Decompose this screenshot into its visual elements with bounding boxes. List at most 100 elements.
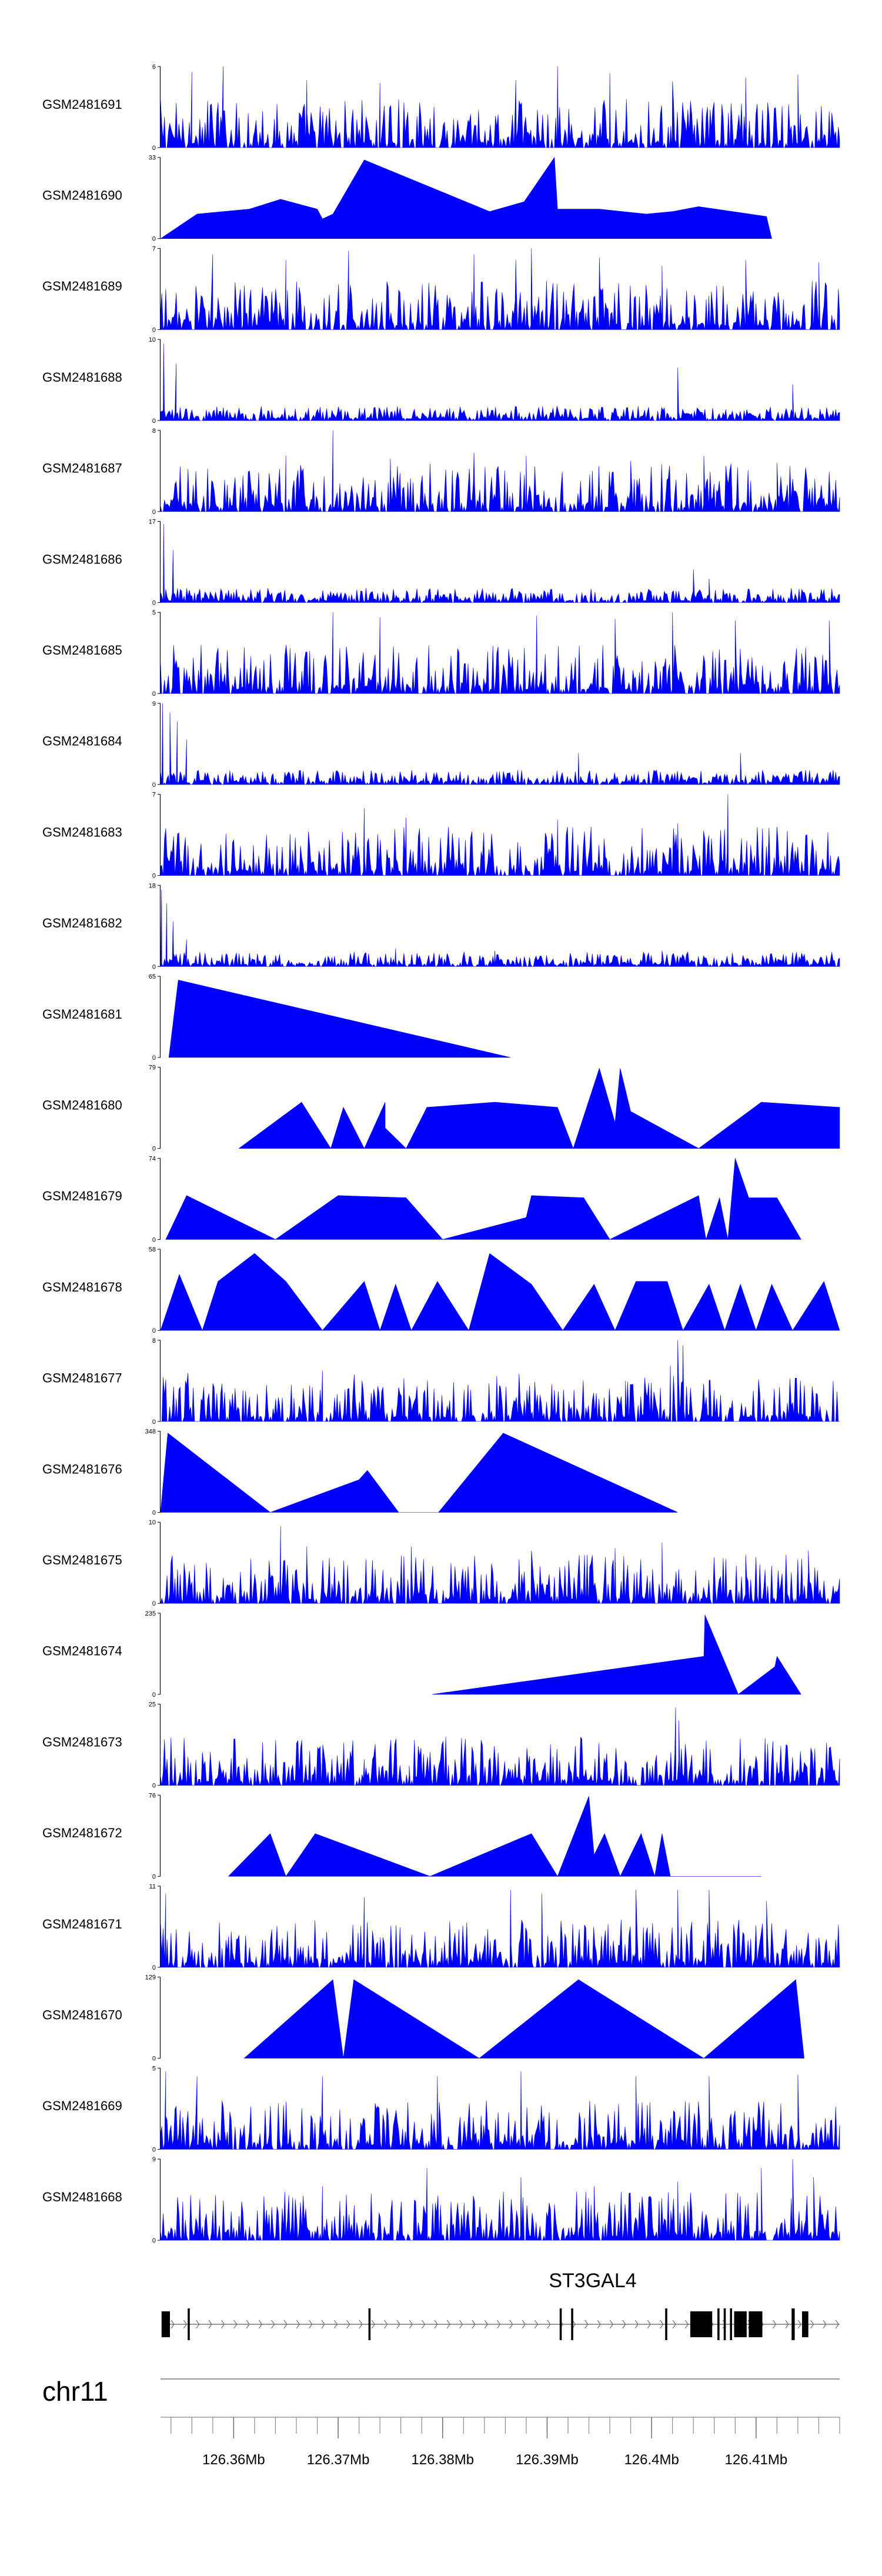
track-label: GSM2481689 <box>42 279 122 293</box>
coverage-area-GSM2481691 <box>160 66 840 149</box>
axis-tick-label: 126.41Mb <box>724 2452 787 2468</box>
y-zero-label: 0 <box>152 690 156 698</box>
coverage-area-GSM2481681 <box>168 980 511 1058</box>
track-GSM2481688: GSM2481688 10 0 <box>42 336 840 425</box>
y-max-label: 8 <box>152 428 156 435</box>
strand-arrow <box>534 2320 539 2329</box>
y-zero-label: 0 <box>152 1964 156 1971</box>
strand-arrow <box>196 2320 200 2329</box>
y-max-label: 8 <box>152 1337 156 1344</box>
coverage-area-GSM2481685 <box>160 612 840 695</box>
strand-arrow <box>321 2320 325 2329</box>
y-zero-label: 0 <box>152 509 156 516</box>
y-zero-label: 0 <box>152 1783 156 1790</box>
strand-arrow <box>422 2320 426 2329</box>
y-zero-label: 0 <box>152 963 156 970</box>
strand-arrow <box>396 2320 400 2329</box>
y-max-label: 25 <box>149 1701 156 1709</box>
track-GSM2481672: GSM2481672 76 0 <box>42 1792 761 1880</box>
track-label: GSM2481675 <box>42 1553 122 1567</box>
track-GSM2481675: GSM2481675 10 0 <box>42 1519 840 1607</box>
strand-arrow <box>208 2320 212 2329</box>
strand-arrow <box>309 2320 313 2329</box>
y-zero-label: 0 <box>152 326 156 333</box>
y-max-label: 65 <box>149 973 156 980</box>
exon <box>749 2311 763 2337</box>
track-label: GSM2481684 <box>42 734 122 749</box>
exon <box>717 2308 720 2340</box>
strand-arrow <box>823 2320 827 2329</box>
y-zero-label: 0 <box>152 1055 156 1062</box>
y-zero-label: 0 <box>152 1327 156 1334</box>
track-label: GSM2481672 <box>42 1826 122 1840</box>
track-label: GSM2481673 <box>42 1734 122 1749</box>
strand-arrow <box>472 2320 476 2329</box>
strand-arrow <box>271 2320 275 2329</box>
track-GSM2481682: GSM2481682 18 0 <box>42 882 840 970</box>
exon <box>559 2308 562 2340</box>
track-label: GSM2481678 <box>42 1280 122 1294</box>
strand-arrow <box>835 2320 840 2329</box>
y-max-label: 129 <box>145 1974 156 1981</box>
strand-arrow <box>522 2320 526 2329</box>
track-GSM2481677: GSM2481677 8 0 <box>42 1337 840 1426</box>
exon <box>571 2308 573 2340</box>
strand-arrow <box>296 2320 300 2329</box>
track-label: GSM2481670 <box>42 2007 122 2022</box>
y-max-label: 33 <box>149 155 156 162</box>
y-zero-label: 0 <box>152 1600 156 1607</box>
coverage-area-GSM2481686 <box>160 523 840 603</box>
strand-arrow <box>672 2320 676 2329</box>
track-label: GSM2481668 <box>42 2190 122 2204</box>
strand-arrow <box>459 2320 463 2329</box>
y-max-label: 11 <box>149 1883 156 1890</box>
coverage-area-GSM2481684 <box>160 703 840 785</box>
y-max-label: 58 <box>149 1246 156 1253</box>
track-GSM2481684: GSM2481684 9 0 <box>42 700 840 789</box>
coverage-area-GSM2481687 <box>160 430 840 512</box>
exon <box>734 2311 747 2337</box>
track-GSM2481674: GSM2481674 235 0 <box>42 1610 801 1699</box>
y-zero-label: 0 <box>152 145 156 152</box>
track-label: GSM2481677 <box>42 1371 122 1386</box>
strand-arrow <box>346 2320 350 2329</box>
strand-arrow <box>547 2320 551 2329</box>
y-max-label: 6 <box>152 64 156 71</box>
track-label: GSM2481688 <box>42 370 122 385</box>
track-GSM2481671: GSM2481671 11 0 <box>42 1883 840 1971</box>
y-max-label: 74 <box>149 1155 156 1162</box>
y-max-label: 79 <box>149 1065 156 1072</box>
y-max-label: 9 <box>152 2156 156 2163</box>
y-max-label: 5 <box>152 2065 156 2072</box>
strand-arrow <box>773 2320 777 2329</box>
exon <box>802 2311 808 2337</box>
track-GSM2481673: GSM2481673 25 0 <box>42 1701 840 1790</box>
strand-arrow <box>446 2320 451 2329</box>
exon <box>368 2308 371 2340</box>
y-max-label: 5 <box>152 609 156 616</box>
strand-arrow <box>233 2320 238 2329</box>
axis-tick-label: 126.36Mb <box>202 2452 265 2468</box>
coverage-tracks: GSM248169160GSM2481690330GSM248168970GSM… <box>42 64 840 2244</box>
y-max-label: 10 <box>149 1519 156 1526</box>
gene-label: ST3GAL4 <box>549 2270 636 2292</box>
y-max-label: 7 <box>152 792 156 799</box>
track-label: GSM2481681 <box>42 1007 122 1022</box>
track-label: GSM2481691 <box>42 97 122 112</box>
y-zero-label: 0 <box>152 600 156 607</box>
y-max-label: 348 <box>145 1429 156 1436</box>
strand-arrow <box>434 2320 438 2329</box>
y-zero-label: 0 <box>152 1510 156 1517</box>
track-label: GSM2481683 <box>42 825 122 839</box>
track-GSM2481678: GSM2481678 58 0 <box>42 1246 840 1334</box>
strand-arrow <box>597 2320 601 2329</box>
coverage-area-GSM2481677 <box>161 1340 840 1422</box>
coverage-area-GSM2481683 <box>160 794 840 876</box>
strand-arrow <box>183 2320 188 2329</box>
coverage-area-GSM2481676 <box>160 1433 678 1513</box>
coverage-area-GSM2481689 <box>160 248 840 331</box>
y-max-label: 76 <box>149 1792 156 1799</box>
coverage-area-GSM2481688 <box>160 343 840 422</box>
y-zero-label: 0 <box>152 1419 156 1426</box>
axis-tick-label: 126.39Mb <box>516 2452 579 2468</box>
